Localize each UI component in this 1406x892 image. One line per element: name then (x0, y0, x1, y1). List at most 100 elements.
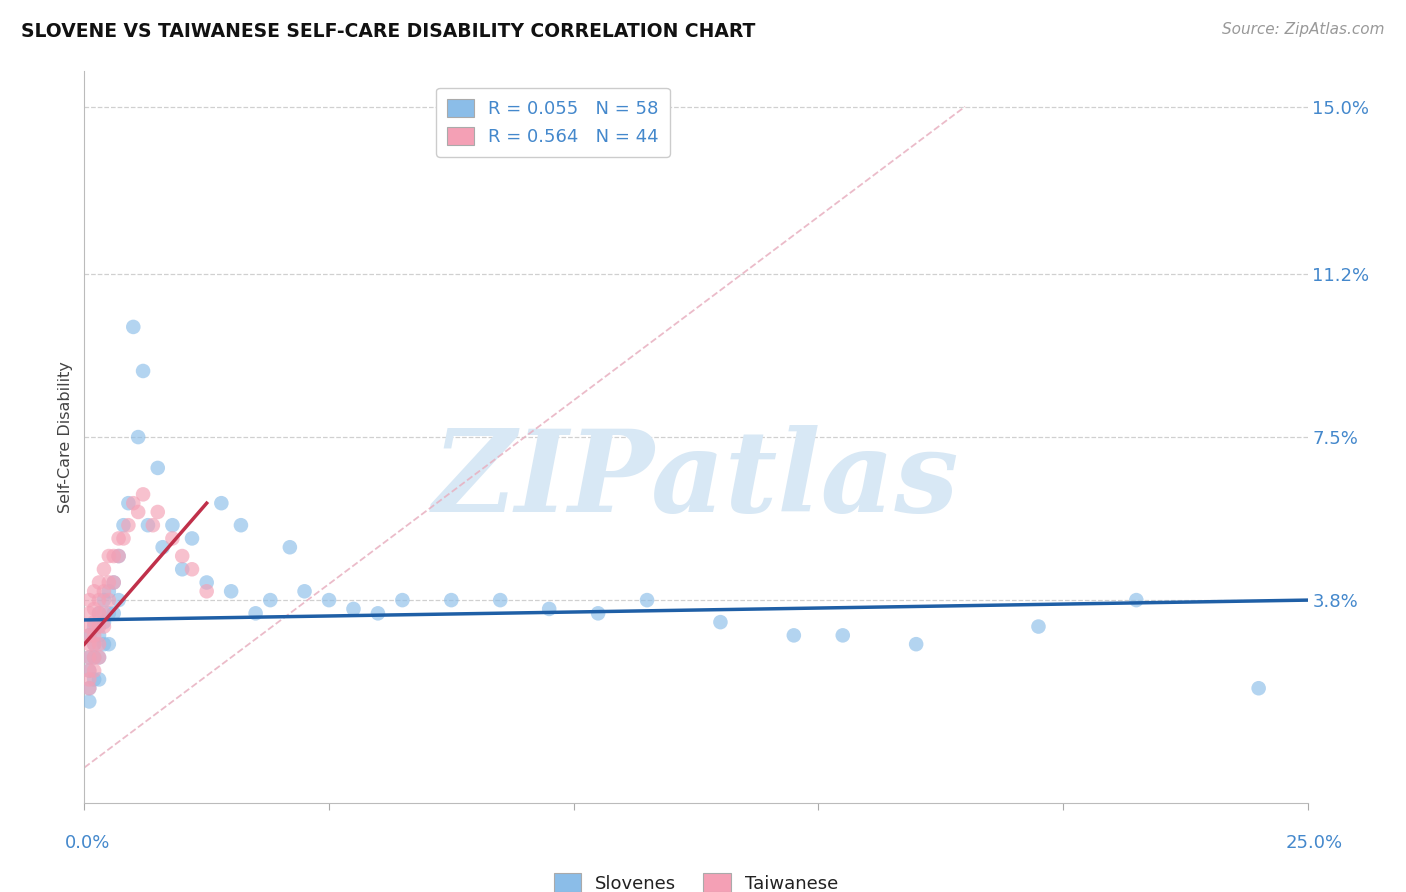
Point (87, 650, 110, 665)
Point (103, 575, 125, 590)
Point (172, 549, 194, 563)
Point (97, 575, 120, 590)
Text: Source: ZipAtlas.com: Source: ZipAtlas.com (1222, 22, 1385, 37)
Point (93, 584, 115, 599)
Point (229, 518, 252, 533)
Point (107, 532, 129, 546)
Point (195, 584, 218, 599)
Point (97, 593, 120, 607)
Point (709, 615, 731, 629)
Point (83, 602, 105, 616)
Point (127, 430, 149, 444)
Point (77, 664, 100, 678)
Point (440, 593, 463, 607)
Point (132, 364, 155, 378)
Point (77, 681, 100, 696)
Point (77, 673, 100, 687)
Point (783, 628, 806, 642)
Point (1125, 593, 1147, 607)
Point (83, 584, 105, 599)
Point (93, 607, 115, 621)
Point (117, 496, 139, 510)
Point (127, 505, 149, 519)
Point (77, 628, 100, 642)
Point (209, 496, 232, 510)
Point (87, 637, 110, 651)
Point (152, 540, 174, 554)
Point (107, 549, 129, 563)
Point (489, 593, 512, 607)
Point (107, 593, 129, 607)
Point (117, 518, 139, 533)
Point (112, 518, 135, 533)
Point (1028, 619, 1050, 633)
Point (87, 650, 110, 665)
Point (142, 518, 165, 533)
Point (146, 505, 169, 519)
Point (219, 584, 242, 599)
Point (538, 602, 561, 616)
Point (132, 487, 155, 501)
Point (83, 615, 105, 629)
Point (391, 593, 413, 607)
Point (97, 584, 120, 599)
Text: 0.0%: 0.0% (65, 834, 110, 852)
Point (77, 664, 100, 678)
Point (181, 562, 204, 576)
Point (1247, 681, 1270, 696)
Point (77, 593, 100, 607)
Point (112, 532, 135, 546)
Point (77, 650, 100, 665)
Point (122, 320, 145, 334)
Point (93, 637, 115, 651)
Point (83, 650, 105, 665)
Point (97, 549, 120, 563)
Point (103, 607, 125, 621)
Point (77, 628, 100, 642)
Point (87, 673, 110, 687)
Point (83, 637, 105, 651)
Point (103, 575, 125, 590)
Point (77, 650, 100, 665)
Text: SLOVENE VS TAIWANESE SELF-CARE DISABILITY CORRELATION CHART: SLOVENE VS TAIWANESE SELF-CARE DISABILIT… (21, 22, 755, 41)
Point (83, 673, 105, 687)
Point (87, 607, 110, 621)
Y-axis label: Self-Care Disability: Self-Care Disability (58, 361, 73, 513)
Point (342, 602, 364, 616)
Point (259, 593, 281, 607)
Text: 25.0%: 25.0% (1286, 834, 1343, 852)
Point (87, 619, 110, 633)
Point (97, 637, 120, 651)
Point (294, 584, 316, 599)
Point (367, 607, 389, 621)
Point (97, 607, 120, 621)
Point (122, 496, 145, 510)
Point (278, 540, 301, 554)
Point (586, 607, 609, 621)
Point (77, 694, 100, 708)
Point (87, 575, 110, 590)
Point (181, 532, 204, 546)
Point (172, 562, 194, 576)
Point (87, 593, 110, 607)
Text: ZIPatlas: ZIPatlas (433, 425, 959, 536)
Point (83, 628, 105, 642)
Point (83, 619, 105, 633)
Point (93, 619, 115, 633)
Point (93, 593, 115, 607)
Point (77, 619, 100, 633)
Point (905, 637, 928, 651)
Point (107, 549, 129, 563)
Point (103, 549, 125, 563)
Point (93, 562, 115, 576)
Point (87, 607, 110, 621)
Point (87, 628, 110, 642)
Legend: Slovenes, Taiwanese: Slovenes, Taiwanese (554, 873, 838, 892)
Point (77, 681, 100, 696)
Point (162, 532, 184, 546)
Point (162, 518, 184, 533)
Point (83, 650, 105, 665)
Point (77, 637, 100, 651)
Point (77, 607, 100, 621)
Point (318, 593, 340, 607)
